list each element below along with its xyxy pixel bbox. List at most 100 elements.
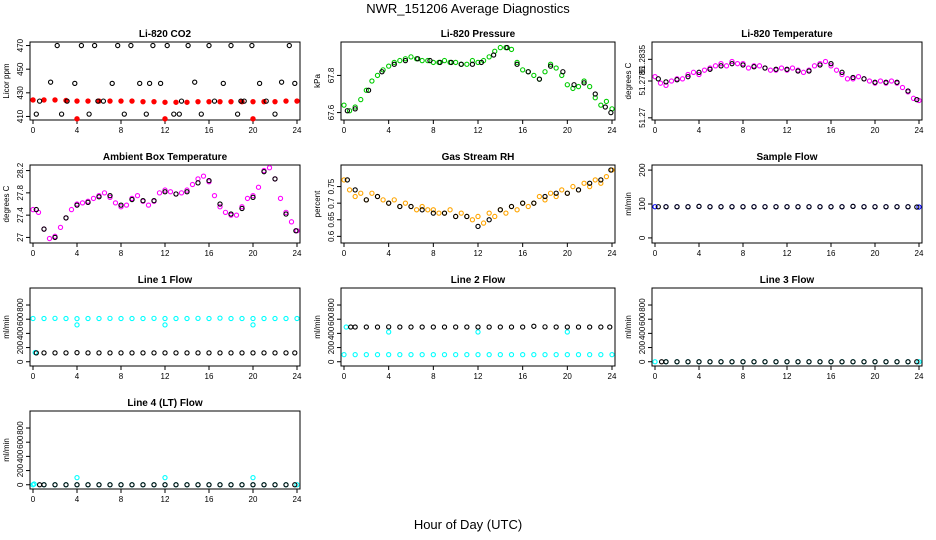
data-point [58,111,65,117]
data-point [288,219,295,225]
data-point [33,350,39,356]
data-point [609,352,615,358]
data-point [239,482,245,488]
data-point [833,67,840,73]
y-axis-label: Licor ppm [2,63,11,98]
data-point [581,180,587,186]
data-point [916,204,922,210]
data-point [701,67,708,73]
y-tick-label: 600 [16,312,25,326]
data-point [560,69,566,75]
data-point [250,194,256,200]
x-tick-label: 16 [205,372,214,381]
data-series [655,203,920,210]
data-point [263,98,269,104]
data-point [508,203,515,210]
data-point [475,223,481,230]
data-point [839,359,845,365]
data-series [341,352,615,358]
x-tick-label: 12 [474,126,483,135]
x-tick-label: 4 [697,249,702,258]
data-point [894,359,900,365]
data-point [344,177,350,183]
data-point [564,190,570,196]
x-tick-label: 12 [783,249,792,258]
data-point [817,359,823,365]
y-tick-label: 0 [16,359,25,364]
x-tick-label: 20 [871,126,880,135]
data-point [294,98,300,104]
data-point [217,98,223,105]
x-tick-label: 8 [119,372,124,381]
data-point [795,359,801,365]
data-point [228,211,234,217]
data-point [497,324,503,330]
data-point [184,99,190,105]
data-point [800,69,807,75]
data-point [464,324,470,330]
data-point [883,79,889,85]
data-point [514,59,520,66]
data-point [453,352,459,358]
chart-panel: Li-820 CO2 Licor ppm 0 4 8 12 16 20 24 410 430 450 4… [2,29,302,135]
data-point [107,98,113,104]
data-point [272,482,278,488]
data-point [140,482,146,488]
data-point [352,104,358,110]
data-point [36,482,43,488]
data-point [883,204,889,210]
data-point [278,79,285,85]
data-point [475,324,481,330]
data-point [85,482,91,488]
data-point [581,80,587,86]
data-point [419,57,425,64]
data-point [419,203,425,210]
data-point [162,475,168,481]
data-point [773,359,779,365]
x-tick-label: 8 [431,372,436,381]
x-tick-label: 16 [518,372,527,381]
y-tick-label: 400 [327,326,336,340]
data-point [184,189,190,195]
y-tick-label: 600 [16,435,25,449]
data-point [341,177,347,183]
data-point [553,65,559,71]
data-point [85,199,91,205]
data-point [674,359,680,365]
x-tick-label: 12 [161,495,170,504]
x-tick-label: 8 [431,249,436,258]
x-tick-label: 16 [205,495,214,504]
data-point [241,98,247,104]
data-point [784,204,790,210]
data-point [143,111,149,117]
data-point [211,98,218,104]
y-tick-label: 0 [16,482,25,487]
data-point [525,69,531,75]
y-tick-label: 67.6 [327,104,336,120]
x-tick-label: 20 [871,249,880,258]
data-point [828,359,834,365]
x-tick-label: 0 [31,495,36,504]
x-tick-label: 4 [386,372,391,381]
data-point [233,212,240,218]
chart-title: Line 3 Flow [760,275,815,286]
data-point [140,198,146,204]
data-point [458,61,464,67]
data-point [380,197,386,203]
data-point [374,72,381,79]
data-point [173,99,179,105]
data-point [386,329,392,335]
data-point [137,80,143,87]
data-point [536,193,543,200]
data-point [52,315,58,321]
x-tick-label: 4 [386,249,391,258]
data-point [374,352,381,358]
data-point [413,207,420,213]
data-point [397,203,403,210]
data-point [151,350,157,356]
y-tick-label: 200 [16,463,25,477]
x-tick-label: 24 [293,495,302,504]
data-point [894,204,900,210]
data-point [74,202,80,208]
data-point [162,99,168,105]
